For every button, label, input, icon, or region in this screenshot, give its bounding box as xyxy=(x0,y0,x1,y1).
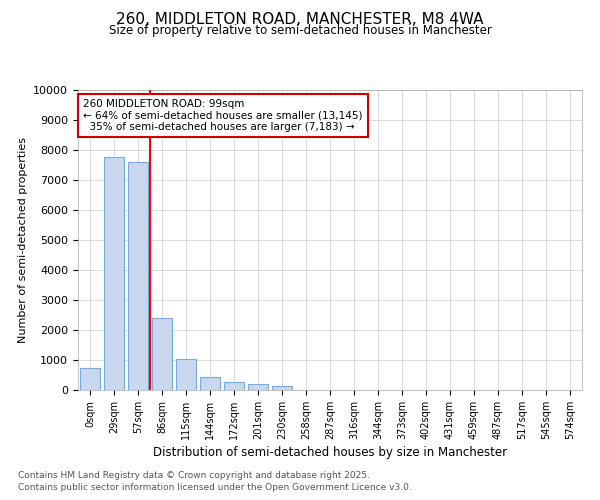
Text: Contains HM Land Registry data © Crown copyright and database right 2025.: Contains HM Land Registry data © Crown c… xyxy=(18,471,370,480)
Text: 260 MIDDLETON ROAD: 99sqm
← 64% of semi-detached houses are smaller (13,145)
  3: 260 MIDDLETON ROAD: 99sqm ← 64% of semi-… xyxy=(83,99,362,132)
Text: Contains public sector information licensed under the Open Government Licence v3: Contains public sector information licen… xyxy=(18,484,412,492)
Bar xyxy=(248,384,268,390)
Text: 260, MIDDLETON ROAD, MANCHESTER, M8 4WA: 260, MIDDLETON ROAD, MANCHESTER, M8 4WA xyxy=(116,12,484,28)
Bar xyxy=(176,358,196,390)
Bar xyxy=(272,386,292,390)
Bar xyxy=(104,158,124,390)
Bar xyxy=(128,162,148,390)
Bar xyxy=(80,368,100,390)
Bar xyxy=(224,382,244,390)
Text: Size of property relative to semi-detached houses in Manchester: Size of property relative to semi-detach… xyxy=(109,24,491,37)
X-axis label: Distribution of semi-detached houses by size in Manchester: Distribution of semi-detached houses by … xyxy=(153,446,507,459)
Y-axis label: Number of semi-detached properties: Number of semi-detached properties xyxy=(18,137,28,343)
Bar xyxy=(152,318,172,390)
Bar xyxy=(200,377,220,390)
